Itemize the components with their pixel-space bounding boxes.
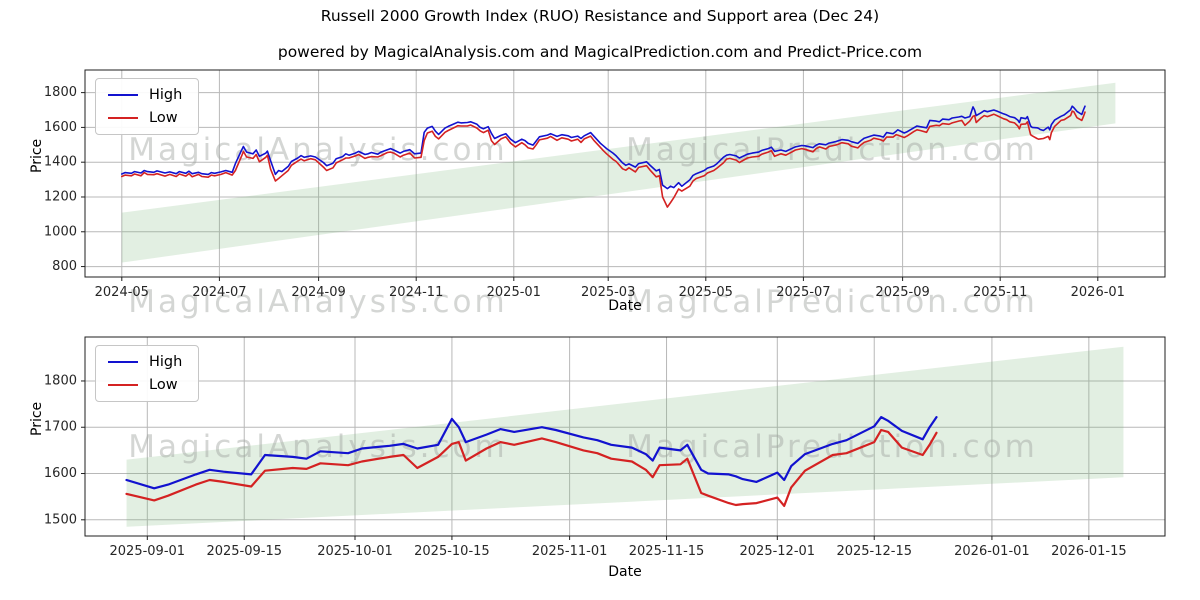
legend-label-high: High <box>149 87 183 103</box>
x-tick-label: 2026-01-15 <box>1051 544 1127 559</box>
y-tick-label: 1700 <box>44 420 77 435</box>
x-tick-label: 2024-05 <box>95 285 149 300</box>
watermark-left: MagicalAnalysis.com <box>128 132 507 168</box>
high-line-sample <box>108 94 138 96</box>
support-resistance-band <box>121 82 1116 263</box>
low-line <box>121 110 1086 208</box>
x-tick-label: 2025-09-01 <box>110 544 186 559</box>
watermark-right: MagicalPrediction.com <box>626 132 1038 168</box>
low-line-sample <box>108 384 138 386</box>
x-tick-label: 2025-07 <box>776 285 830 300</box>
plot-border <box>84 69 1166 278</box>
legend-item-low: Low <box>108 110 182 126</box>
y-tick-label: 800 <box>52 259 77 274</box>
high-line-sample <box>108 361 138 363</box>
high-line <box>125 416 938 490</box>
x-axis-label-bottom: Date <box>608 564 642 580</box>
x-tick-label: 2024-07 <box>192 285 246 300</box>
x-tick-label: 2025-12-01 <box>740 544 816 559</box>
legend-label-low: Low <box>149 110 178 126</box>
x-tick-label: 2025-11-15 <box>629 544 705 559</box>
watermark-left: MagicalAnalysis.com <box>128 284 507 320</box>
x-tick-label: 2024-09 <box>291 285 345 300</box>
plot-border <box>84 336 1166 537</box>
y-tick-label: 1200 <box>44 189 77 204</box>
x-tick-label: 2026-01-01 <box>954 544 1030 559</box>
y-tick-label: 1600 <box>44 120 77 135</box>
y-tick-label: 1000 <box>44 224 77 239</box>
x-tick-label: 2024-11 <box>389 285 443 300</box>
y-tick-label: 1600 <box>44 466 77 481</box>
x-tick-label: 2025-09-15 <box>206 544 282 559</box>
legend-bottom: High Low <box>95 345 200 402</box>
y-tick-label: 1800 <box>44 85 77 100</box>
legend-item-high: High <box>108 354 182 370</box>
x-axis-label-top: Date <box>608 298 642 314</box>
page-title: Russell 2000 Growth Index (RUO) Resistan… <box>320 7 880 25</box>
low-line <box>125 428 938 507</box>
x-tick-label: 2025-10-01 <box>317 544 393 559</box>
y-tick-label: 1400 <box>44 155 77 170</box>
legend-label-low: Low <box>149 377 178 393</box>
low-line-sample <box>108 117 138 119</box>
page-subtitle: powered by MagicalAnalysis.com and Magic… <box>277 43 923 61</box>
high-line <box>121 105 1086 190</box>
x-tick-label: 2025-09 <box>875 285 929 300</box>
legend-top: High Low <box>95 78 200 135</box>
x-tick-label: 2026-01 <box>1071 285 1125 300</box>
x-tick-label: 2025-11 <box>973 285 1027 300</box>
watermark-right: MagicalPrediction.com <box>626 284 1038 320</box>
watermark-left: MagicalAnalysis.com <box>128 429 507 465</box>
x-tick-label: 2025-12-15 <box>836 544 912 559</box>
x-tick-label: 2025-11-01 <box>532 544 608 559</box>
x-tick-label: 2025-03 <box>581 285 635 300</box>
x-tick-label: 2025-05 <box>679 285 733 300</box>
x-tick-label: 2025-01 <box>487 285 541 300</box>
y-tick-label: 1500 <box>44 512 77 527</box>
legend-item-high: High <box>108 87 182 103</box>
x-tick-label: 2025-10-15 <box>414 544 490 559</box>
legend-label-high: High <box>149 354 183 370</box>
y-tick-label: 1800 <box>44 373 77 388</box>
support-resistance-band <box>126 346 1124 527</box>
legend-item-low: Low <box>108 377 182 393</box>
